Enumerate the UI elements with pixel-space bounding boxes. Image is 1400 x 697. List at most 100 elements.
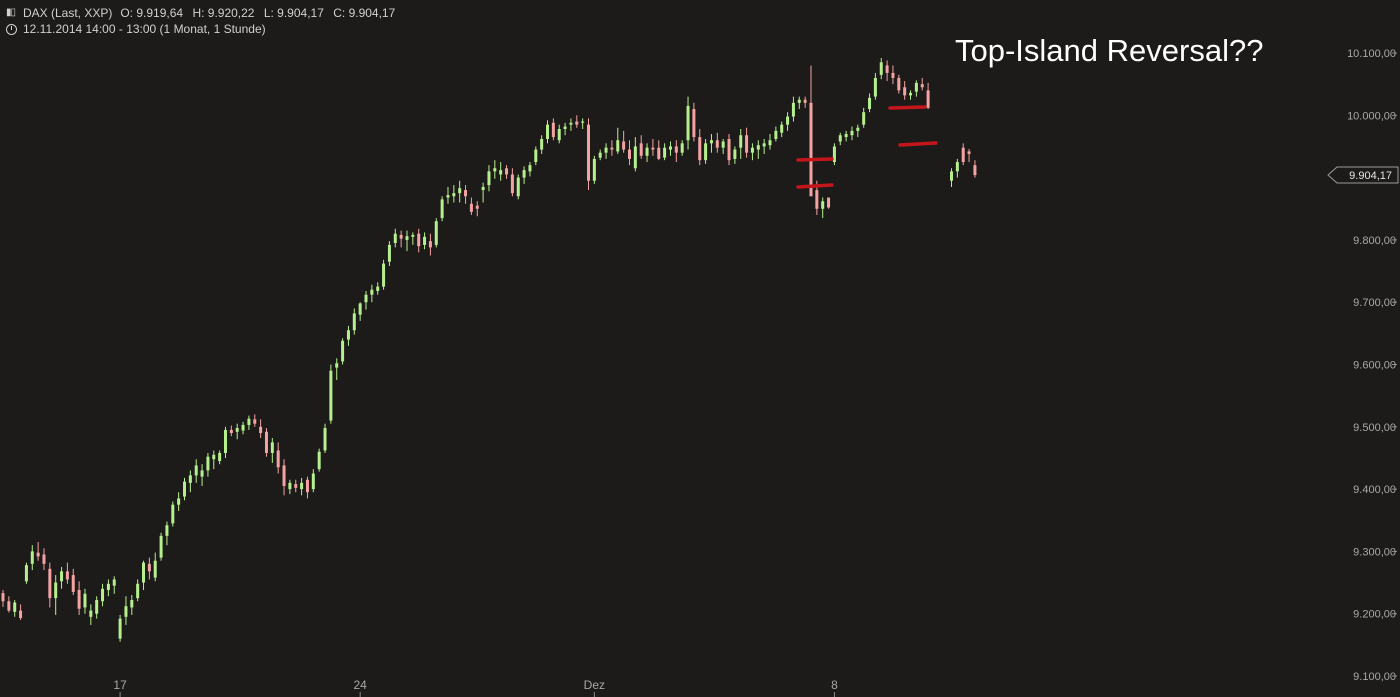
candle-body (270, 442, 274, 453)
y-tick-label: 9.100,00 (1353, 671, 1396, 683)
candle-body (926, 90, 930, 108)
candle (188, 470, 192, 493)
candle-body (516, 177, 520, 197)
instrument-name: DAX (Last, XXP) (23, 6, 113, 20)
candle (101, 583, 105, 607)
candle (475, 201, 479, 217)
candle-body (89, 610, 93, 617)
candle-body (24, 565, 28, 582)
candle-body (136, 583, 140, 599)
clock-icon (6, 23, 17, 35)
candle (733, 146, 737, 164)
candlestick-icon[interactable]: ▮▯ (6, 7, 16, 18)
candle-body (218, 452, 222, 462)
y-tick-label: 10.000,00 (1347, 110, 1396, 122)
candle (967, 148, 971, 163)
ohlc-values: O: 9.919,64 H: 9.920,22 L: 9.904,17 C: 9… (120, 5, 401, 21)
candle-body (83, 593, 87, 608)
candle-body (165, 525, 169, 536)
candle-body (393, 233, 397, 244)
candle (797, 96, 801, 110)
candle (212, 450, 216, 470)
candle (955, 158, 959, 178)
candle (36, 542, 40, 561)
candle (487, 165, 491, 192)
annotation-lines-layer (796, 105, 938, 189)
period-text: 12.11.2014 14:00 - 13:00 (1 Monat, 1 Stu… (23, 22, 266, 36)
candle (382, 259, 386, 290)
candle-body (873, 77, 877, 97)
candle-body (680, 143, 684, 153)
candle-body (200, 470, 204, 477)
candle-body (756, 145, 760, 150)
candle (827, 197, 831, 209)
candle (873, 72, 877, 100)
candle (569, 118, 573, 131)
candle (323, 423, 327, 453)
candle (715, 132, 719, 153)
candle-body (106, 583, 110, 591)
candle (663, 143, 667, 161)
candle-body (557, 129, 561, 141)
candle-body (241, 424, 245, 431)
candle-body (698, 137, 702, 161)
annotation-line (796, 157, 834, 162)
candle (879, 57, 883, 80)
candle-body (569, 122, 573, 125)
candle (698, 129, 702, 166)
candle (704, 138, 708, 164)
candle-body (77, 590, 81, 609)
candle-body (124, 606, 128, 617)
y-tick-label: 9.800,00 (1353, 235, 1396, 247)
candle-body (827, 197, 831, 208)
candle (721, 138, 725, 154)
annotation-line (898, 141, 938, 147)
candle (639, 135, 643, 159)
candle (534, 146, 538, 166)
candle (89, 604, 93, 625)
candle-body (19, 610, 23, 619)
candle (446, 186, 450, 204)
candle-body (376, 286, 380, 291)
candle (563, 122, 567, 136)
candle (1, 590, 5, 607)
candle (259, 419, 263, 439)
candle (756, 140, 760, 159)
candle (83, 588, 87, 614)
candle (153, 552, 157, 582)
candle (13, 599, 17, 617)
annotation-text: Top-Island Reversal?? (955, 33, 1264, 68)
candle-body (335, 363, 339, 368)
candle-body (715, 140, 719, 148)
candle (645, 143, 649, 163)
candle (136, 579, 140, 602)
candle (177, 492, 181, 511)
candle (264, 428, 268, 457)
candle-body (300, 482, 304, 490)
candle (791, 96, 795, 122)
candle-body (346, 330, 350, 340)
candle-body (821, 201, 825, 209)
candle (838, 132, 842, 146)
candle (95, 596, 99, 619)
candle-body (60, 571, 64, 582)
candle-body (797, 99, 801, 103)
candle-body (7, 601, 11, 611)
candle (65, 562, 69, 584)
candle (950, 168, 954, 187)
candle (440, 196, 444, 222)
candle (803, 96, 807, 108)
candle (973, 160, 977, 178)
candle (862, 107, 866, 128)
candle-body (264, 431, 268, 453)
candle (411, 232, 415, 245)
candle-body (130, 599, 134, 608)
candle-body (786, 116, 790, 125)
candle-body (709, 140, 713, 144)
close-value: C: 9.904,17 (333, 6, 396, 20)
candle (165, 521, 169, 546)
candle (914, 80, 918, 97)
candle (370, 284, 374, 303)
candle (762, 138, 766, 154)
